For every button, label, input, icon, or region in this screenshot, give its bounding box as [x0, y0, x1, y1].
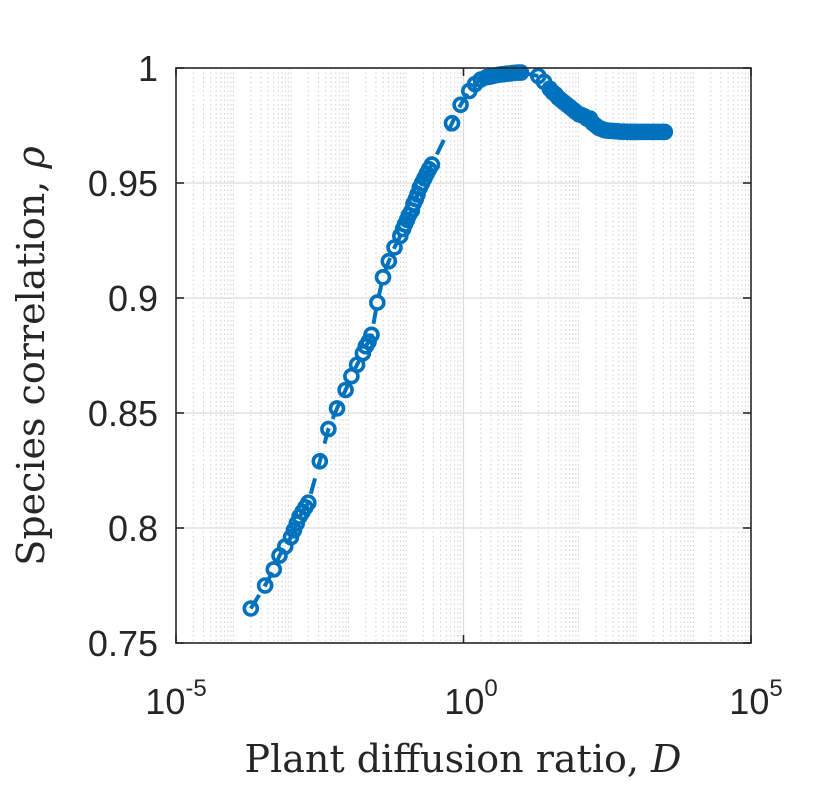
data-point: [512, 64, 530, 81]
y-tick-label: 0.85: [88, 393, 158, 434]
data-point: [368, 294, 386, 311]
x-axis-label: Plant diffusion ratio, D: [245, 737, 682, 781]
x-axis-symbol: D: [650, 737, 681, 781]
x-tick-exponent: 0: [484, 675, 497, 702]
x-tick-label: 100: [444, 675, 497, 722]
data-point: [265, 561, 283, 578]
y-tick-label: 0.95: [88, 163, 158, 204]
x-axis-label-text: Plant diffusion ratio,: [245, 737, 639, 781]
y-tick-label: 0.9: [108, 278, 158, 319]
y-tick-label: 0.8: [108, 508, 158, 549]
x-tick-base: 10: [145, 681, 185, 722]
x-tick-base: 10: [444, 681, 484, 722]
data-point: [256, 577, 274, 594]
x-tick-base: 10: [729, 681, 769, 722]
data-point: [423, 156, 441, 173]
x-tick-label: 10-5: [145, 675, 206, 722]
y-tick-label: 0.75: [88, 623, 158, 664]
y-axis-symbol: ρ: [9, 146, 53, 170]
data-point: [374, 268, 392, 286]
y-tick-label: 1: [138, 48, 158, 89]
x-tick-exponent: -5: [185, 675, 206, 702]
data-point: [242, 600, 260, 617]
data-point: [311, 452, 329, 470]
x-tick-label: 105: [729, 675, 782, 722]
data-point: [337, 381, 354, 399]
series-markers: [242, 64, 674, 617]
data-point: [380, 252, 398, 270]
x-tick-exponent: 5: [769, 675, 782, 702]
data-point: [452, 96, 469, 114]
y-axis-label: Species correlation, ρ: [9, 146, 53, 566]
data-point: [328, 400, 346, 417]
y-axis-label-text: Species correlation,: [9, 181, 53, 566]
data-point: [443, 114, 461, 132]
grid: [175, 68, 752, 643]
data-point: [299, 494, 317, 512]
data-point: [656, 123, 674, 141]
axis-ticks: [175, 67, 752, 644]
data-point: [320, 420, 337, 438]
data-point: [363, 326, 380, 344]
